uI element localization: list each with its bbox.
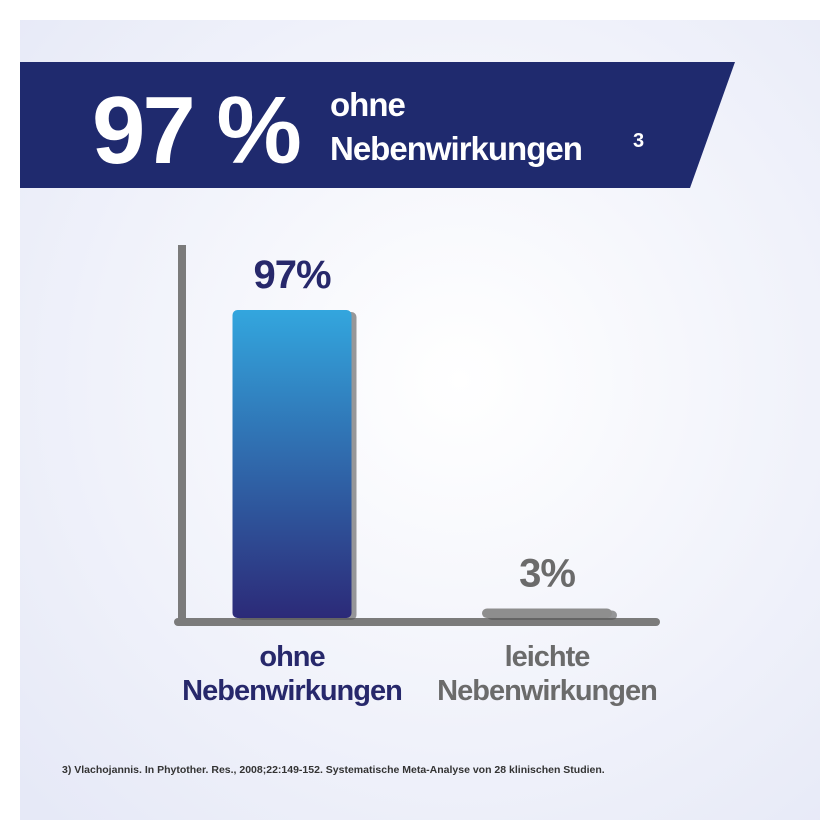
chart-title: 97 %	[92, 77, 299, 184]
footnote: 3) Vlachojannis. In Phytother. Res., 200…	[62, 764, 605, 776]
subtitle-line-2: Nebenwirkungen	[330, 130, 582, 167]
subtitle-line-1: ohne	[330, 86, 405, 123]
value-label: 3%	[519, 551, 575, 595]
bar	[232, 310, 352, 618]
footnote-marker: 3	[633, 130, 644, 152]
category-label: leichte Nebenwirkungen	[437, 641, 658, 707]
bar	[482, 608, 612, 618]
value-label: 97%	[253, 253, 330, 297]
banner	[20, 62, 735, 188]
category-label: ohne Nebenwirkungen	[182, 641, 403, 707]
